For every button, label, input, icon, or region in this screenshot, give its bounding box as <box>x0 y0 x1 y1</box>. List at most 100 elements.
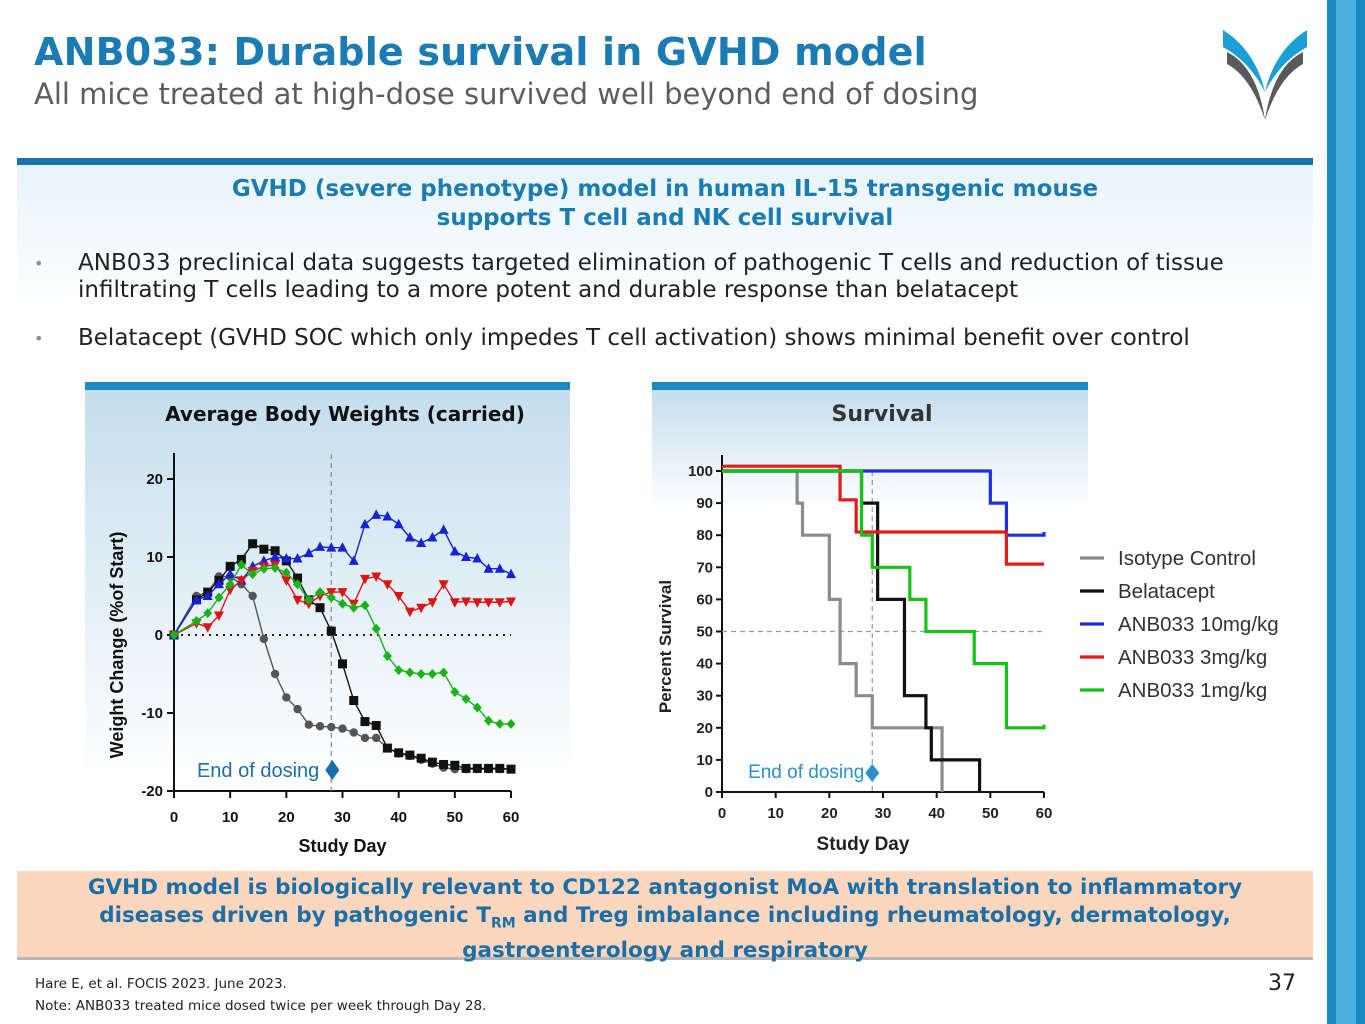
y-tick-label: 60 <box>696 591 713 608</box>
belatacept-point <box>349 696 359 706</box>
x-tick-label: 0 <box>170 809 178 826</box>
y-axis-label: Percent Survival <box>656 580 675 713</box>
conclusion-line-2: diseases driven by pathogenic TRM and Tr… <box>17 902 1313 938</box>
anb033-1mg-kg-point <box>203 608 213 619</box>
isotype-control-point <box>259 634 269 644</box>
y-tick-label: 10 <box>146 549 163 566</box>
y-tick-label: 20 <box>696 720 713 737</box>
anb033-10mg-kg-survival-line <box>722 469 1046 537</box>
anb033-10mg-kg-point <box>427 532 438 542</box>
y-tick-label: 0 <box>705 784 713 801</box>
x-tick-label: 0 <box>718 805 726 822</box>
anb033-1mg-kg-point <box>304 594 314 605</box>
anb033-10mg-kg-series-line <box>173 514 512 636</box>
anb033-10mg-kg-point <box>348 555 359 565</box>
x-tick-label: 40 <box>390 809 407 826</box>
anb033-1mg-kg-point <box>416 669 426 679</box>
anb033-10mg-kg-point <box>292 553 303 563</box>
isotype-control-point <box>360 733 370 743</box>
isotype-control-point <box>338 724 347 733</box>
belatacept-point <box>315 603 325 613</box>
belatacept-point <box>450 760 460 770</box>
isotype-control-point <box>293 704 302 714</box>
end-of-dosing-marker-icon <box>865 764 880 782</box>
anb033-1mg-kg-point <box>169 630 179 640</box>
conclusion-text: GVHD model is biologically relevant to C… <box>17 874 1313 965</box>
anb033-3mg-kg-point <box>292 595 303 606</box>
isotype-control-point <box>248 591 257 601</box>
anb033-1mg-kg-point <box>338 598 347 609</box>
isotype-control-point <box>282 693 291 702</box>
anb033-10mg-kg-point <box>326 542 337 552</box>
weight-chart-header-bar <box>85 382 570 390</box>
x-tick-label: 10 <box>767 805 784 822</box>
belatacept-point <box>472 763 482 773</box>
y-tick-label: 80 <box>696 527 713 544</box>
belatacept-point <box>236 554 246 564</box>
x-tick-label: 10 <box>222 809 239 826</box>
belatacept-legend-label: Belatacept <box>1118 580 1215 603</box>
y-tick-label: -10 <box>141 705 163 722</box>
anb033-3mg-kg-point <box>236 576 247 586</box>
anb033-1mg-kg-point <box>315 587 325 598</box>
survival-chart-background <box>652 390 1088 510</box>
anb033-3mg-kg-point <box>382 580 393 590</box>
anb033-3mg-kg-point <box>337 588 348 598</box>
conclusion-line-2-end: and Treg imbalance including rheumatolog… <box>515 902 1231 928</box>
logo-right-inner <box>1265 52 1303 120</box>
isotype-control-point <box>315 722 325 731</box>
anb033-10mg-kg-point <box>483 563 494 573</box>
bullet-marker: • <box>34 254 44 273</box>
anb033-10mg-kg-point <box>315 541 326 551</box>
anb033-3mg-kg-point <box>483 598 494 608</box>
isotype-control-survival-line <box>722 469 944 792</box>
weight-chart-background <box>85 390 570 780</box>
anb033-10mg-kg-point <box>393 518 404 529</box>
x-tick-label: 50 <box>982 805 999 822</box>
anb033-1mg-kg-point <box>259 563 269 574</box>
anb033-3mg-kg-point <box>472 598 483 608</box>
anb033-1mg-kg-point <box>270 562 280 573</box>
conclusion-line-1: GVHD model is biologically relevant to C… <box>87 875 1243 900</box>
belatacept-point <box>225 561 235 571</box>
anb033-10mg-kg-point <box>416 537 427 547</box>
anb033-1mg-kg-point <box>293 579 303 590</box>
y-tick-label: -20 <box>141 783 163 800</box>
anb033-3mg-kg-point <box>461 597 472 607</box>
anb033-1mg-kg-point <box>248 569 258 580</box>
panel-heading: GVHD (severe phenotype) model in human I… <box>17 175 1313 233</box>
x-tick-label: 30 <box>334 809 351 826</box>
belatacept-series-line <box>173 542 512 770</box>
anb033-1mg-kg-point <box>349 602 359 613</box>
anb033-10mg-kg-point <box>382 510 393 521</box>
weight-chart: 20 10 0 -10 -20 0 10 20 30 40 50 60 Study Day Weight … <box>107 453 519 856</box>
y-tick-label: 10 <box>696 752 713 769</box>
belatacept-point <box>259 544 269 554</box>
anb033-1mg-kg-point <box>506 718 516 729</box>
anb033-3mg-kg-point <box>438 580 449 590</box>
y-tick-label: 90 <box>696 495 713 512</box>
x-axis-label: Study Day <box>817 834 910 855</box>
anb033-1mg-kg-survival-line <box>722 469 1046 730</box>
x-tick-label: 40 <box>928 805 945 822</box>
isotype-control-point <box>349 728 358 737</box>
belatacept-point <box>495 763 505 773</box>
panel-heading-line-1: GVHD (severe phenotype) model in human I… <box>231 176 1099 202</box>
y-tick-label: 20 <box>146 471 163 488</box>
anb033-10mg-kg-point <box>202 590 213 600</box>
survival-chart-title: Survival <box>831 402 933 427</box>
belatacept-point <box>382 743 392 753</box>
anb033-1mg-kg-point <box>472 702 482 713</box>
bullet-marker: • <box>34 329 44 348</box>
belatacept-point <box>484 763 494 773</box>
anb033-10mg-kg-point <box>303 547 314 558</box>
anb033-10mg-kg-point <box>461 551 472 561</box>
anb033-1mg-kg-point <box>495 718 505 729</box>
anb033-1mg-kg-point <box>191 615 201 626</box>
y-tick-label: 40 <box>696 656 713 673</box>
belatacept-point <box>427 757 437 767</box>
anb033-1mg-kg-point <box>450 686 460 697</box>
belatacept-point <box>416 753 426 763</box>
anb033-1mg-kg-point <box>405 667 415 678</box>
anb033-1mg-kg-point <box>326 592 336 603</box>
